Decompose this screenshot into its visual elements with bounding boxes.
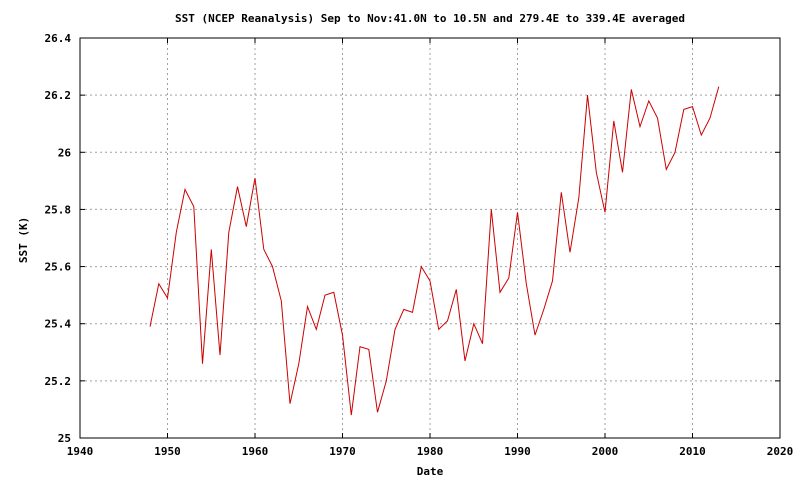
x-axis-label: Date xyxy=(417,465,444,478)
x-tick-label: 1970 xyxy=(329,445,356,458)
x-tick-label: 2010 xyxy=(679,445,706,458)
x-tick-label: 2020 xyxy=(767,445,794,458)
x-tick-label: 2000 xyxy=(592,445,619,458)
x-tick-label: 1990 xyxy=(504,445,531,458)
gridlines xyxy=(80,38,780,438)
x-tick-label: 1940 xyxy=(67,445,94,458)
y-tick-label: 26.2 xyxy=(45,89,72,102)
chart-title: SST (NCEP Reanalysis) Sep to Nov:41.0N t… xyxy=(175,12,685,25)
y-axis-ticks: 25 25.2 25.4 25.6 25.8 26 26.2 26.4 xyxy=(45,32,780,445)
y-tick-label: 26 xyxy=(58,146,72,159)
y-tick-label: 25.6 xyxy=(45,261,72,274)
x-tick-label: 1960 xyxy=(242,445,269,458)
y-tick-label: 26.4 xyxy=(45,32,72,45)
x-tick-label: 1980 xyxy=(417,445,444,458)
y-tick-label: 25 xyxy=(58,432,71,445)
x-tick-label: 1950 xyxy=(154,445,181,458)
x-axis-ticks: 1940 1950 1960 1970 1980 1990 2000 2010 2020 xyxy=(67,38,794,458)
series-line xyxy=(149,86,720,416)
y-tick-label: 25.8 xyxy=(45,203,72,216)
y-tick-label: 25.2 xyxy=(45,375,72,388)
y-tick-label: 25.4 xyxy=(45,318,72,331)
y-axis-label: SST (K) xyxy=(17,217,30,263)
